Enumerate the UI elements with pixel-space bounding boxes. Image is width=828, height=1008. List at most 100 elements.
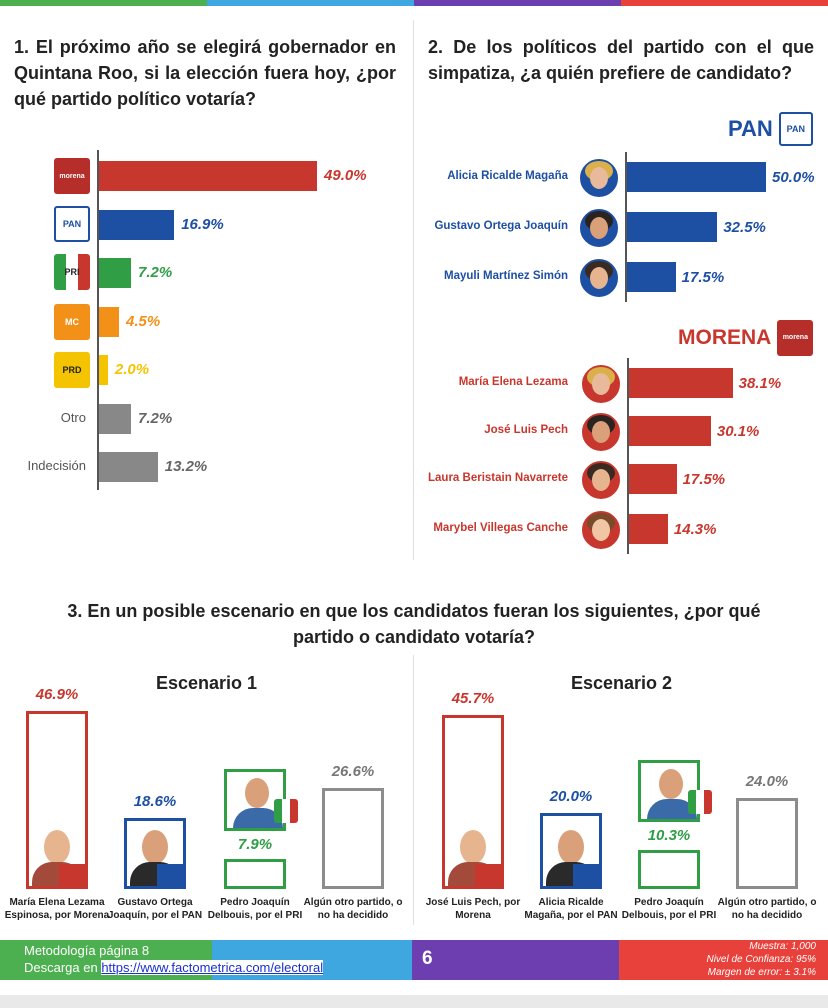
- footer-descarga: Descarga en https://www.factometrica.com…: [24, 960, 324, 975]
- q1-bar-label: 7.2%: [138, 409, 173, 427]
- scenario-bar-label: 18.6%: [133, 793, 177, 811]
- scenario1-title: Escenario 1: [156, 673, 258, 693]
- footer-margen: Margen de error: ± 3.1%: [707, 967, 816, 978]
- photo-face: [592, 421, 610, 443]
- candidate-name: María Elena Lezama: [458, 376, 568, 388]
- q2-bar: [629, 416, 711, 446]
- q1-bar-label: 49.0%: [324, 167, 367, 184]
- candidate-name: Marybel Villegas Canche: [433, 522, 568, 534]
- q1-bar-label: 16.9%: [181, 215, 224, 233]
- scenario-category: Algún otro partido, o no ha decidido: [303, 897, 403, 921]
- scenario-category: María Elena Lezama Espinosa, por Morena: [4, 897, 110, 921]
- mc-logo-text: MC: [65, 317, 79, 327]
- strip-blue: [207, 0, 414, 6]
- q1-bar: [99, 355, 108, 385]
- q2-title: 2. De los políticos del partido con el q…: [428, 37, 814, 83]
- candidate-photo: [578, 207, 620, 249]
- candidate-photo: [578, 157, 620, 199]
- pan-header: PAN PAN: [728, 112, 813, 146]
- footer-muestra: Muestra: 1,000: [749, 941, 816, 952]
- candidate-name: José Luis Pech: [484, 424, 568, 436]
- q3-title: 3. En un posible escenario en que los ca…: [67, 601, 761, 647]
- scenario-bar: [124, 818, 186, 889]
- q2-bar-label: 17.5%: [682, 471, 726, 488]
- prd-logo-text: PRD: [62, 365, 82, 375]
- scenario-bar: [26, 710, 88, 889]
- photo-face: [592, 373, 610, 395]
- candidate-photo: [580, 411, 622, 453]
- prd-logo: PRD: [54, 352, 90, 388]
- morena-header: MORENA morena: [678, 320, 814, 356]
- strip-red: [621, 0, 828, 6]
- scenario-bar: [442, 715, 504, 889]
- scenario-bar-label: 10.3%: [647, 826, 691, 844]
- q2-bar-label: 50.0%: [772, 169, 815, 186]
- q1-bar-label: 13.2%: [164, 458, 208, 475]
- party-badge: [573, 864, 599, 886]
- footer-purple: 6: [412, 940, 619, 980]
- q1-bar: [99, 306, 120, 337]
- label-otro: Otro: [60, 410, 86, 425]
- candidate-name: Gustavo Ortega Joaquín: [434, 220, 568, 232]
- pri-logo-text: PRI: [64, 267, 80, 277]
- q1-bar: [99, 161, 318, 191]
- top-color-strip: [0, 0, 828, 6]
- descarga-prefix: Descarga en: [24, 960, 102, 975]
- scenario-bar: [540, 813, 602, 889]
- scenario-bar-label: 26.6%: [331, 762, 375, 780]
- pri-logo: PRI: [54, 254, 90, 290]
- photo-face: [659, 768, 683, 799]
- scenario2-title: Escenario 2: [571, 673, 673, 693]
- photo-face: [590, 267, 608, 289]
- photo-shirt: [233, 807, 283, 828]
- scenario-bar-label: 24.0%: [745, 772, 789, 790]
- footer-red: Muestra: 1,000 Nivel de Confianza: 95% M…: [619, 940, 828, 980]
- scenario-category: Gustavo Ortega Joaquín, por el PAN: [107, 897, 203, 921]
- q1-axis: [97, 150, 99, 490]
- scenario-category: Algún otro partido, o no ha decidido: [717, 897, 817, 921]
- candidate-name: Laura Beristain Navarrete: [428, 472, 568, 484]
- q2-bar-label: 32.5%: [723, 219, 766, 236]
- scenario-bar-label: 7.9%: [237, 835, 273, 853]
- morena-logo-text: morena: [59, 172, 85, 180]
- q1-bar: [99, 403, 132, 434]
- scenario-bar: [322, 787, 384, 889]
- footer-confianza: Nivel de Confianza: 95%: [706, 954, 816, 965]
- scenario-category: Alicia Ricalde Magaña, por el PAN: [524, 897, 618, 921]
- candidate-photo: [580, 459, 622, 501]
- candidate-photo-box: [638, 759, 700, 822]
- strip-green: [0, 0, 207, 6]
- candidate-name: Alicia Ricalde Magaña: [447, 170, 568, 182]
- q2-bar: [627, 162, 766, 192]
- photo-face: [592, 519, 610, 541]
- q1-bar: [99, 258, 132, 288]
- scenario-bar-label: 20.0%: [549, 788, 593, 805]
- scenario-bar-label: 45.7%: [451, 690, 495, 708]
- q1-title: 1. El próximo año se elegirá gobernador …: [14, 37, 396, 109]
- party-badge: [59, 863, 85, 886]
- q2-bar-label: 17.5%: [681, 269, 725, 286]
- candidate-photo: [578, 257, 620, 299]
- descarga-link[interactable]: https://www.factometrica.com/electoral: [101, 960, 324, 975]
- pri-badge: [274, 798, 298, 823]
- scenario-category: Pedro Joaquín Delbouis, por el PRI: [621, 897, 717, 921]
- q2-bar: [627, 212, 718, 242]
- photo-face: [142, 829, 168, 864]
- q2-bar-label: 30.1%: [716, 423, 760, 440]
- party-badge: [157, 863, 183, 886]
- q2-morena-axis: [627, 358, 629, 554]
- morena-header-logo: morena: [777, 320, 814, 356]
- photo-face: [592, 469, 610, 491]
- q1-bar: [99, 209, 175, 240]
- photo-face: [44, 829, 70, 864]
- pan-header-logo: PAN: [778, 112, 813, 146]
- scenario-divider: [413, 655, 414, 925]
- q2-bar: [629, 368, 733, 398]
- strip-purple: [414, 0, 621, 6]
- q1-bar-label: 4.5%: [126, 312, 161, 330]
- q2-pan-axis: [625, 152, 627, 302]
- footer-page-number: 6: [422, 948, 433, 969]
- photo-shirt: [647, 798, 697, 819]
- candidate-photo: [580, 509, 622, 551]
